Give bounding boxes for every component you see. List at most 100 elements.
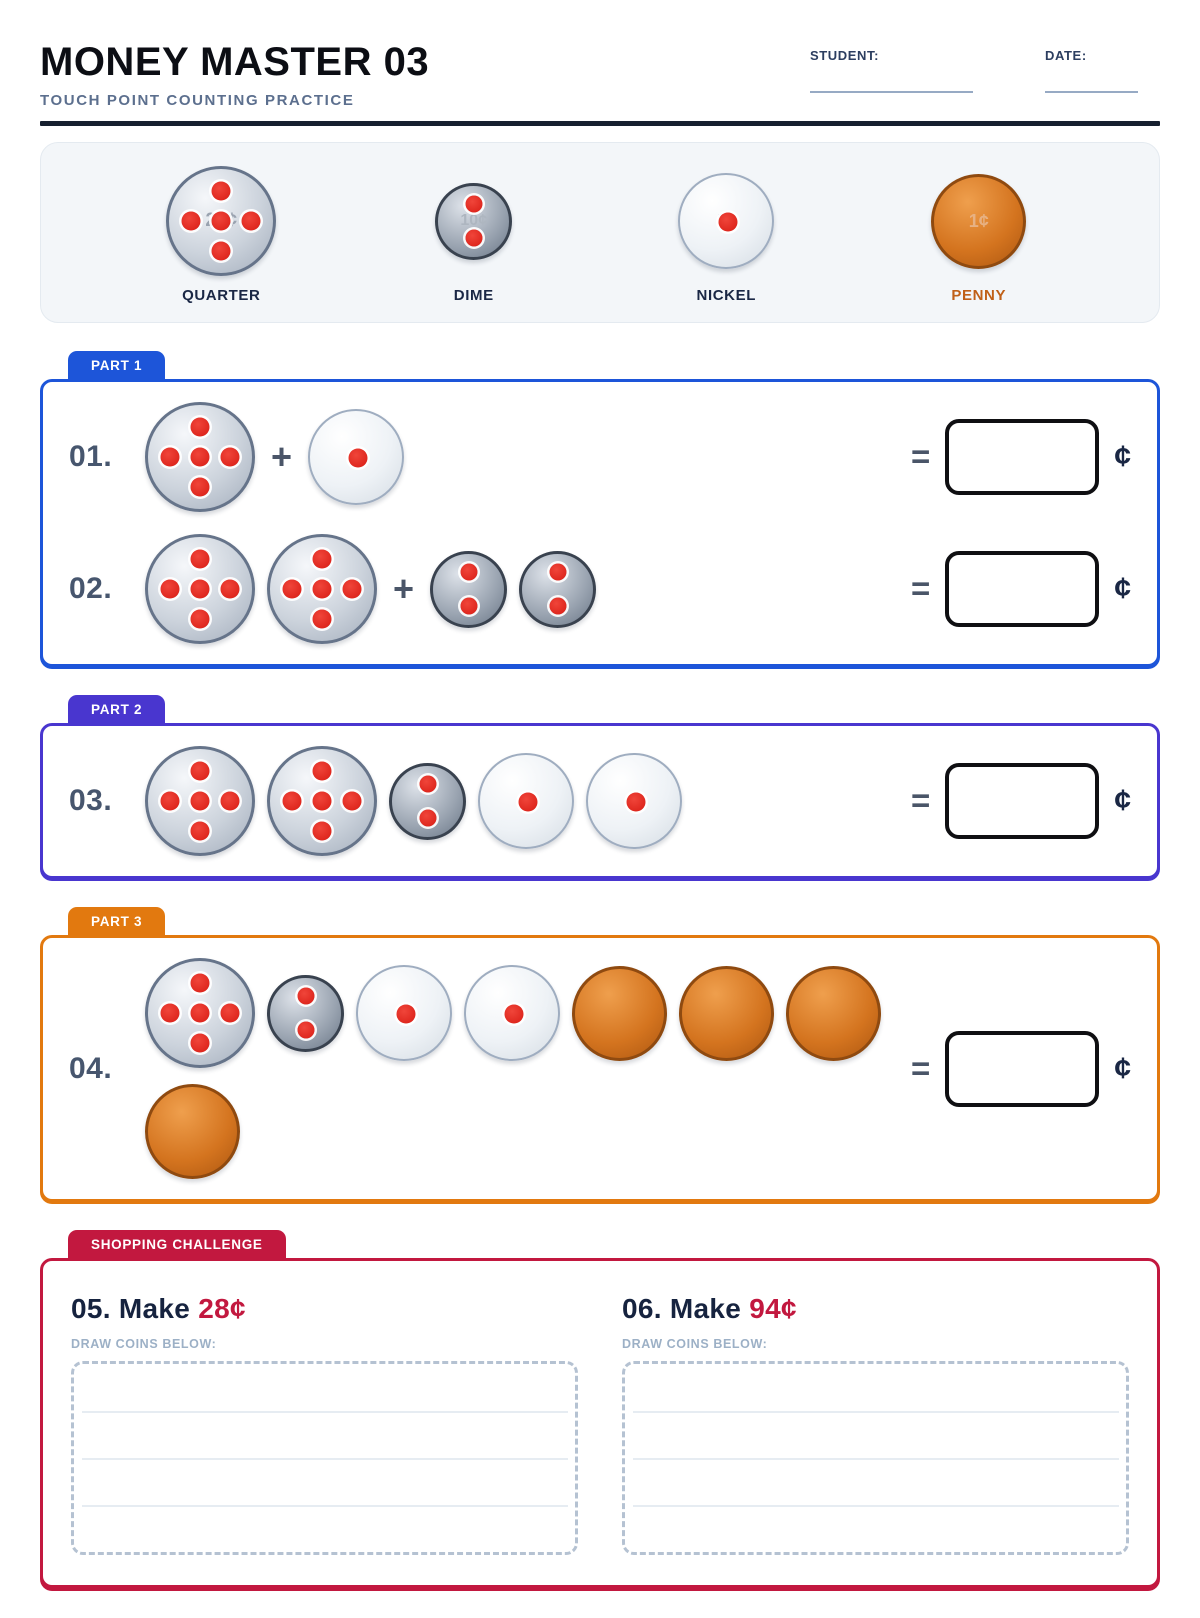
- coin-group: [145, 746, 682, 856]
- touch-point-dot: [419, 775, 436, 793]
- quarter-coin: [145, 534, 255, 644]
- touch-point-dot: [312, 579, 332, 599]
- touch-point-dot: [312, 761, 332, 781]
- equals-sign: =: [911, 438, 931, 475]
- problem-row-03: 03. = ¢: [69, 746, 1131, 856]
- quarter-coin: 25¢: [166, 166, 277, 276]
- touch-point-dot: [718, 212, 738, 232]
- part3-problems: 04. = ¢: [69, 958, 1131, 1179]
- legend-label-nickel: NICKEL: [696, 287, 756, 304]
- cent-sign: ¢: [1114, 440, 1131, 473]
- touch-point-dot: [160, 1003, 180, 1023]
- page-title: MONEY MASTER 03: [40, 40, 430, 84]
- problem-number: 03.: [69, 784, 113, 817]
- touch-point-dot: [312, 791, 332, 811]
- legend-item-nickel: 5¢ NICKEL: [678, 167, 775, 304]
- answer-box-03[interactable]: [945, 763, 1100, 839]
- quarter-coin: [267, 746, 377, 856]
- coin-group: +: [145, 402, 405, 512]
- problem-number: 01.: [69, 440, 113, 473]
- quarter-coin: [145, 402, 255, 512]
- challenge-number: 06.: [622, 1293, 670, 1324]
- header-titles: MONEY MASTER 03 TOUCH POINT COUNTING PRA…: [40, 26, 429, 109]
- draw-coins-box-05[interactable]: [71, 1361, 578, 1555]
- touch-point-dot: [190, 609, 210, 629]
- touch-point-dot: [220, 579, 240, 599]
- touch-point-dot: [160, 447, 180, 467]
- answer-box-01[interactable]: [945, 419, 1100, 495]
- touch-point-dot: [465, 195, 483, 213]
- equals-sign: =: [911, 1049, 931, 1087]
- header-rule: [40, 121, 1160, 126]
- nickel-coin: 5¢: [678, 173, 775, 269]
- plus-sign: +: [271, 436, 293, 477]
- nickel-coin: [478, 753, 574, 849]
- answer-box-02[interactable]: [945, 551, 1100, 627]
- touch-point-dot: [282, 791, 302, 811]
- challenge-make-label: Make: [118, 1293, 199, 1324]
- cent-sign: ¢: [1114, 784, 1131, 817]
- legend-label-dime: DIME: [453, 287, 494, 304]
- touch-point-dot: [190, 477, 210, 497]
- section-part2: PART 2 03. = ¢: [40, 693, 1160, 879]
- answer-area: = ¢: [911, 419, 1131, 495]
- touch-point-dot: [312, 549, 332, 569]
- draw-guide-line: [81, 1411, 568, 1413]
- legend-item-penny: 1¢ PENNY: [931, 167, 1027, 304]
- touch-point-dot: [190, 447, 210, 467]
- challenge-item-06: 06. Make 94¢ DRAW COINS BELOW:: [622, 1293, 1129, 1555]
- touch-point-dot: [190, 1003, 210, 1023]
- touch-point-dot: [419, 809, 436, 827]
- touch-point-dot: [220, 791, 240, 811]
- student-label: STUDENT:: [810, 48, 880, 63]
- nickel-coin-holder: 5¢: [678, 167, 775, 275]
- challenge-amount: 94¢: [749, 1293, 797, 1324]
- touch-point-dot: [504, 1004, 524, 1024]
- touch-point-dot: [190, 549, 210, 569]
- legend-item-quarter: 25¢ QUARTER: [166, 166, 277, 304]
- touch-point-dot: [342, 791, 362, 811]
- draw-coins-label: DRAW COINS BELOW:: [71, 1337, 217, 1351]
- dime-coin: [430, 550, 508, 628]
- touch-point-dot: [342, 579, 362, 599]
- touch-point-dot: [220, 1003, 240, 1023]
- touch-point-dot: [282, 579, 302, 599]
- nickel-coin: [586, 753, 682, 849]
- answer-area: = ¢: [911, 763, 1131, 839]
- cent-sign: ¢: [1114, 1051, 1131, 1085]
- section-part1: PART 1 01. + = ¢ 02. + = ¢: [40, 349, 1160, 667]
- legend-label-quarter: QUARTER: [182, 287, 261, 304]
- quarter-coin: [145, 746, 255, 856]
- date-label: DATE:: [1045, 48, 1087, 63]
- dime-coin: 10¢: [435, 182, 513, 260]
- draw-guide-line: [81, 1505, 568, 1507]
- coin-group: [145, 958, 897, 1179]
- touch-point-dot: [190, 417, 210, 437]
- problem-row-01: 01. + = ¢: [69, 402, 1131, 512]
- touch-point-dot: [190, 579, 210, 599]
- answer-box-04[interactable]: [945, 1030, 1100, 1107]
- touch-point-dot: [160, 579, 180, 599]
- touch-point-dot: [211, 181, 231, 201]
- challenge-item-05: 05. Make 28¢ DRAW COINS BELOW:: [71, 1293, 578, 1555]
- challenge-number: 05.: [71, 1293, 119, 1324]
- part2-problems: 03. = ¢: [69, 746, 1131, 856]
- draw-coins-box-06[interactable]: [622, 1361, 1129, 1555]
- coin-group: +: [145, 534, 597, 644]
- touch-point-dot: [190, 973, 210, 993]
- touch-point-dot: [626, 792, 646, 812]
- part3-box: 04. = ¢: [40, 935, 1160, 1202]
- shopping-challenge-box: 05. Make 28¢ DRAW COINS BELOW: 06. Make 94…: [40, 1258, 1160, 1588]
- penny-coin: 1¢: [931, 173, 1027, 269]
- penny-coin: [145, 1084, 240, 1179]
- page-subtitle: TOUCH POINT COUNTING PRACTICE: [40, 92, 355, 109]
- date-write-line[interactable]: [1045, 91, 1138, 93]
- student-write-line[interactable]: [810, 91, 973, 93]
- touch-point-dot: [460, 563, 478, 581]
- touch-point-dot: [549, 563, 567, 581]
- legend-item-dime: 10¢ DIME: [435, 167, 513, 304]
- coin-legend: 25¢ QUARTER 10¢ DIME 5¢ NICKEL 1¢ PENNY: [40, 142, 1160, 323]
- nickel-coin: [464, 965, 560, 1061]
- challenge-grid: 05. Make 28¢ DRAW COINS BELOW: 06. Make 94…: [69, 1281, 1131, 1565]
